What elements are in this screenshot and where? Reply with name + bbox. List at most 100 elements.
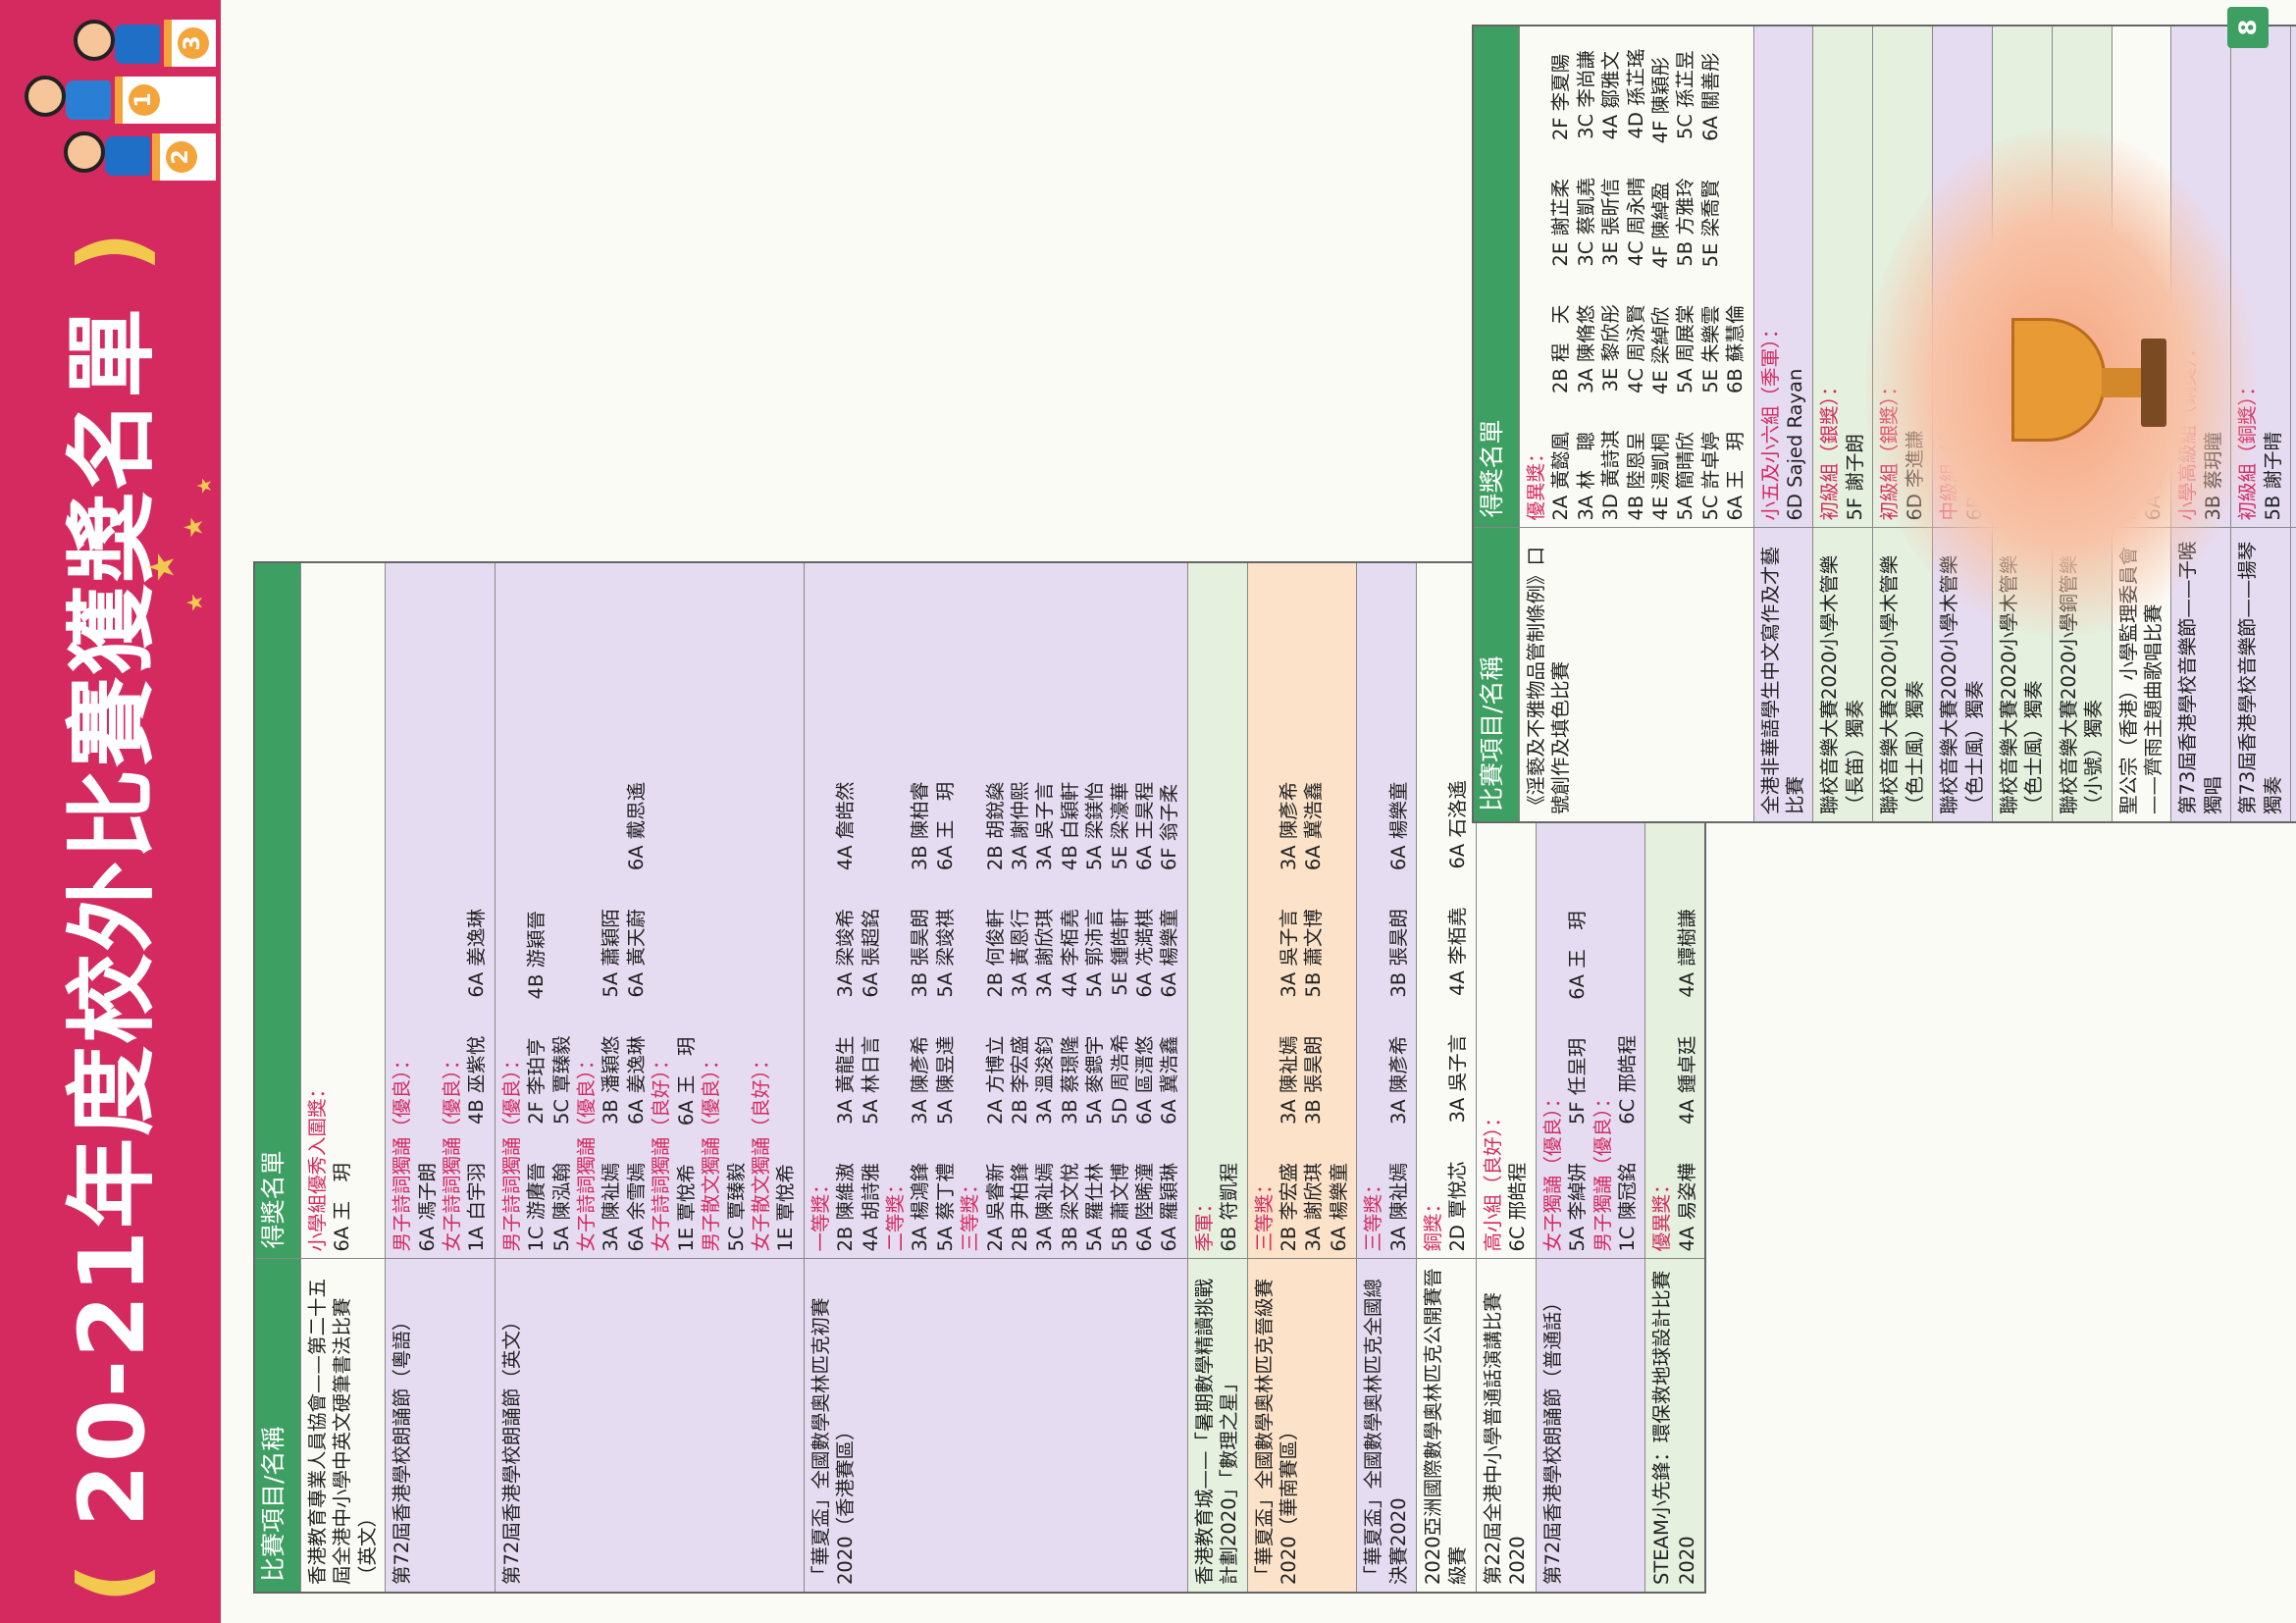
competition-cell: 《淫褻及不雅物品管制條例》口號創作及填色比賽 [1519,528,1754,822]
competition-cell: STEAM小先鋒：環保救地球設計比賽2020 [1644,1259,1706,1593]
competition-cell: 「華夏盃」全國數學奧林匹克初賽2020（香港賽區） [804,1259,1188,1593]
award-category: 三等獎： [1362,1175,1385,1252]
competition-cell: 2020亞洲國際數學奧林匹克公開賽晉級賽 [1416,1259,1477,1593]
table-row: 第73屆香港學校音樂節——琵琶獨奏初級組（銅獎）：6A 羅雨哲 [2290,26,2296,822]
winner-line: 5A 簡晴欣 5A 周展棠 5B 方雅玲 5C 孫芷昱 [1674,50,1697,521]
table-row: 《淫褻及不雅物品管制條例》口號創作及填色比賽 優異獎： 2A 黃懿凰 2B 程 天 … [1519,26,1754,822]
award-category: 女子詩詞獨誦（良好）： [650,1050,673,1252]
page-number: 8 [2227,7,2269,48]
award-category: 銅獎： [1422,1193,1445,1252]
winner-line: 2A 黃懿凰 2B 程 天 2E 謝芷柔 2F 李夏陽 [1549,53,1573,521]
award-category: 女子詩詞獨誦（優良）： [575,1050,599,1252]
winner-line: 6A 羅穎琳 6A 冀浩鑫 6A 楊樂童 6F 翁子柔 [1158,783,1181,1252]
table-row: 第72屆香港學校朗誦節（英文） 男子詩詞獨誦（優良）： 1C 游賡晉 2F 李珀亨 … [495,562,805,1593]
awards-column-header: 得獎名單 [254,562,301,1259]
winner-line: 3B 梁文悅 3B 蔡璟隆 4A 李栢堯 4B 白穎軒 [1058,781,1081,1252]
competition-cell: 香港教育城——「暑期數學精讀挑戰計劃2020」「數理之星」 [1187,1259,1248,1593]
podium-third: 3 [164,20,216,67]
winner-line: 5A 陳泓翰 5C 覃臻毅 [549,1035,573,1252]
award-category: 優異獎： [1525,444,1547,521]
trophy-icon [2102,368,2141,397]
competition-cell: 第72屆香港學校朗誦節（英文） [495,1259,805,1593]
star-icon: ★ [142,550,183,583]
winner-line: 6A 陸晞潼 6A 區溍悠 6A 冼澔棋 6A 王昊程 [1133,781,1156,1252]
star-icon: ★ [180,515,209,539]
winner-line: 3A 謝欣琪 3B 張昊朗 5B 蕭文博 6A 冀浩鑫 [1302,781,1326,1252]
winner-line: 6A 王 玥 [331,1163,354,1252]
awards-cell: 季軍： 6B 符凱程 [1187,562,1248,1259]
child-icon [64,131,105,173]
award-category: 男子詩詞獨誦（優良）： [499,1050,523,1252]
award-category: 季軍： [1192,1193,1216,1252]
winner-line: 6A 王 玥 6B 蘇慧倫 [1724,304,1748,521]
competition-cell: 第72屆香港學校朗誦節（普通話） [1536,1259,1645,1593]
table-row: 「華夏盃」全國數學奧林匹克初賽2020（香港賽區） 一等獎： 2B 陳維滶 3A 黃… [804,562,1188,1593]
winner-line: 4E 湯凱桐 4E 梁綽欣 4F 陳綽盈 4F 陳穎彤 [1649,57,1673,521]
award-category: 小學組優秀入圍獎： [306,1078,329,1252]
winner-line: 5F 謝子朗 [1843,434,1866,521]
table-row: 香港教育城——「暑期數學精讀挑戰計劃2020」「數理之星」 季軍： 6B 符凱程 [1187,562,1248,1593]
winner-line: 5A 羅仕林 5A 麥鍶宇 5A 郭沛言 5A 梁鎂怡 [1083,781,1107,1252]
award-category: 三等獎： [959,1175,982,1252]
competition-cell: 「華夏盃」全國數學奧林匹克晉級賽2020（華南賽區） [1247,1259,1357,1593]
winner-line: 2D 覃悅芯 3A 吳子言 4A 李栢堯 6A 石洛遙 [1446,780,1470,1252]
competition-cell: 聯校音樂大賽2020小學木管樂（色士風）獨奏 [1872,528,1933,822]
winner-line: 5B 蕭文博 5D 周浩希 5E 鍾皓軒 5E 梁濠華 [1108,782,1131,1252]
winner-line: 6A 楊樂童 [1327,1163,1350,1252]
awards-cell: 初級組（銀獎）： 5F 謝子朗 [1812,26,1873,528]
star-icon: ★ [183,593,208,612]
winner-line: 4B 陸恩呈 4C 周泳賢 4C 周永晴 4D 孫芷瑤 [1624,48,1647,521]
awards-cell: 三等獎： 3A 陳祉嫣 3A 陳彥希 3B 張昊朗 6A 楊樂童 [1356,562,1417,1259]
winner-line: 3A 陳祉嫣 3B 潘穎悠 5A 蕭穎陌 [600,909,623,1252]
trophy-icon [2011,318,2106,442]
table-row: 「華夏盃」全國數學奧林匹克全國總決賽2020 三等獎： 3A 陳祉嫣 3A 陳彥希 … [1356,562,1417,1593]
winner-line: 3A 林 聰 3A 陳脩悠 3C 蔡凱堯 3C 李尚謙 [1574,50,1597,521]
award-category: 女子詩詞獨誦（優良）： [441,1050,464,1252]
winner-line: 3A 陳祉嫣 3A 陳彥希 3B 張昊朗 6A 楊樂童 [1386,781,1410,1252]
competition-cell: 香港教育專業人員協會——第二十五屆全港中小學中英文硬筆書法比賽（英文） [300,1259,386,1593]
awards-cell: 男子詩詞獨誦（優良）： 1C 游賡晉 2F 李珀亨 4B 游穎晉 5A 陳泓翰 5C… [495,562,805,1259]
podium-illustration: 2 1 3 [15,9,216,181]
competition-cell: 第72屆香港學校朗誦節（粵語） [385,1259,496,1593]
winner-line: 6A 馮子朗 [415,1163,439,1252]
winner-line: 2A 吳睿新 2A 方博立 2B 何俊軒 2B 胡銳燊 [983,781,1007,1252]
competition-column-header: 比賽項目/名稱 [254,1259,301,1593]
awards-cell: 小學組優秀入圍獎： 6A 王 玥 [300,562,386,1259]
competition-cell: 「華夏盃」全國數學奧林匹克全國總決賽2020 [1356,1259,1417,1593]
award-category: 小五及小六組（季軍）： [1758,319,1782,521]
competition-cell: 第73屆香港學校音樂節——揚琴獨奏 [2230,528,2291,822]
awards-cell: 一等獎： 2B 陳維滶 3A 黃龍生 3A 梁竣希 4A 詹皓然 4A 胡詩雅 5A… [804,562,1188,1259]
winner-line: 3A 陳祉嫣 3A 溫浚鈞 3A 謝欣琪 3A 吳子言 [1033,781,1057,1252]
award-category: 男子散文獨誦（優良）： [700,1050,723,1252]
winner-line: 6D Sajed Rayan [1784,368,1807,521]
table-row: 聯校音樂大賽2020小學木管樂（長笛）獨奏 初級組（銀獎）： 5F 謝子朗 [1812,26,1873,822]
table-row: 第72屆香港學校朗誦節（粵語） 男子詩詞獨誦（優良）： 6A 馮子朗 女子詩詞獨誦（優… [385,562,496,1593]
winner-line: 1E 覃悅希 6A 王 玥 [674,1036,698,1252]
awards-cell: 初級組（銅獎）：6A 羅雨哲 [2290,26,2296,528]
page-title: ( 20-21年度校外比賽獲獎名單 ) [60,229,165,1604]
winner-line: 1E 覃悅希 [774,1164,798,1252]
title-banner: ( 20-21年度校外比賽獲獎名單 ) ★ ★ ★ ★ 2 1 3 [0,0,221,1623]
table-header-row: 比賽項目/名稱 得獎名單 [254,562,301,1593]
award-category: 一等獎： [809,1175,832,1252]
trophy-icon [2141,339,2166,427]
winner-line: 2B 尹柏鋒 2B 李宏盛 3A 黃恩行 3A 謝仲熙 [1008,781,1031,1252]
winner-line: 3D 黃詩淇 3E 黎欣彤 3E 張昕信 4A 鄒雅文 [1599,51,1623,521]
awards-cell: 男子詩詞獨誦（優良）： 6A 馮子朗 女子詩詞獨誦（優良）： 1A 白宇羽 4B 巫紫… [385,562,496,1259]
awards-cell: 三等獎： 2B 李宏盛 3A 陳祉嫣 3A 吳子言 3A 陳彥希 3A 謝欣琪 3B… [1247,562,1357,1259]
table-header-row: 比賽項目/名稱 得獎名單 [1473,26,1520,822]
competition-cell: 聯校音樂大賽2020小學木管樂（長笛）獨奏 [1812,528,1873,822]
podium-second: 2 [152,133,216,181]
award-category: 三等獎： [1252,1175,1276,1252]
winner-line: 3A 楊鴻鋒 3A 陳彥希 3B 張昊朗 3B 陳柏睿 [909,781,932,1252]
child-icon [25,76,66,117]
awards-cell: 銅獎： 2D 覃悅芯 3A 吳子言 4A 李栢堯 6A 石洛遙 [1416,562,1477,1259]
winner-line: 5A 蔡丁禮 5A 陳昱達 5A 梁竣祺 6A 王 玥 [933,781,957,1252]
winner-line: 5B 謝子晴 [2261,432,2284,521]
winner-line: 2B 李宏盛 3A 陳祉嫣 3A 吳子言 3A 陳彥希 [1278,781,1301,1252]
competition-cell: 全港非華語學生中文寫作及才藝比賽 [1753,528,1813,822]
awards-cell: 小五及小六組（季軍）： 6D Sajed Rayan [1753,26,1813,528]
competition-cell: 第73屆香港學校音樂節——琵琶獨奏 [2290,528,2296,822]
child-icon [74,20,115,61]
